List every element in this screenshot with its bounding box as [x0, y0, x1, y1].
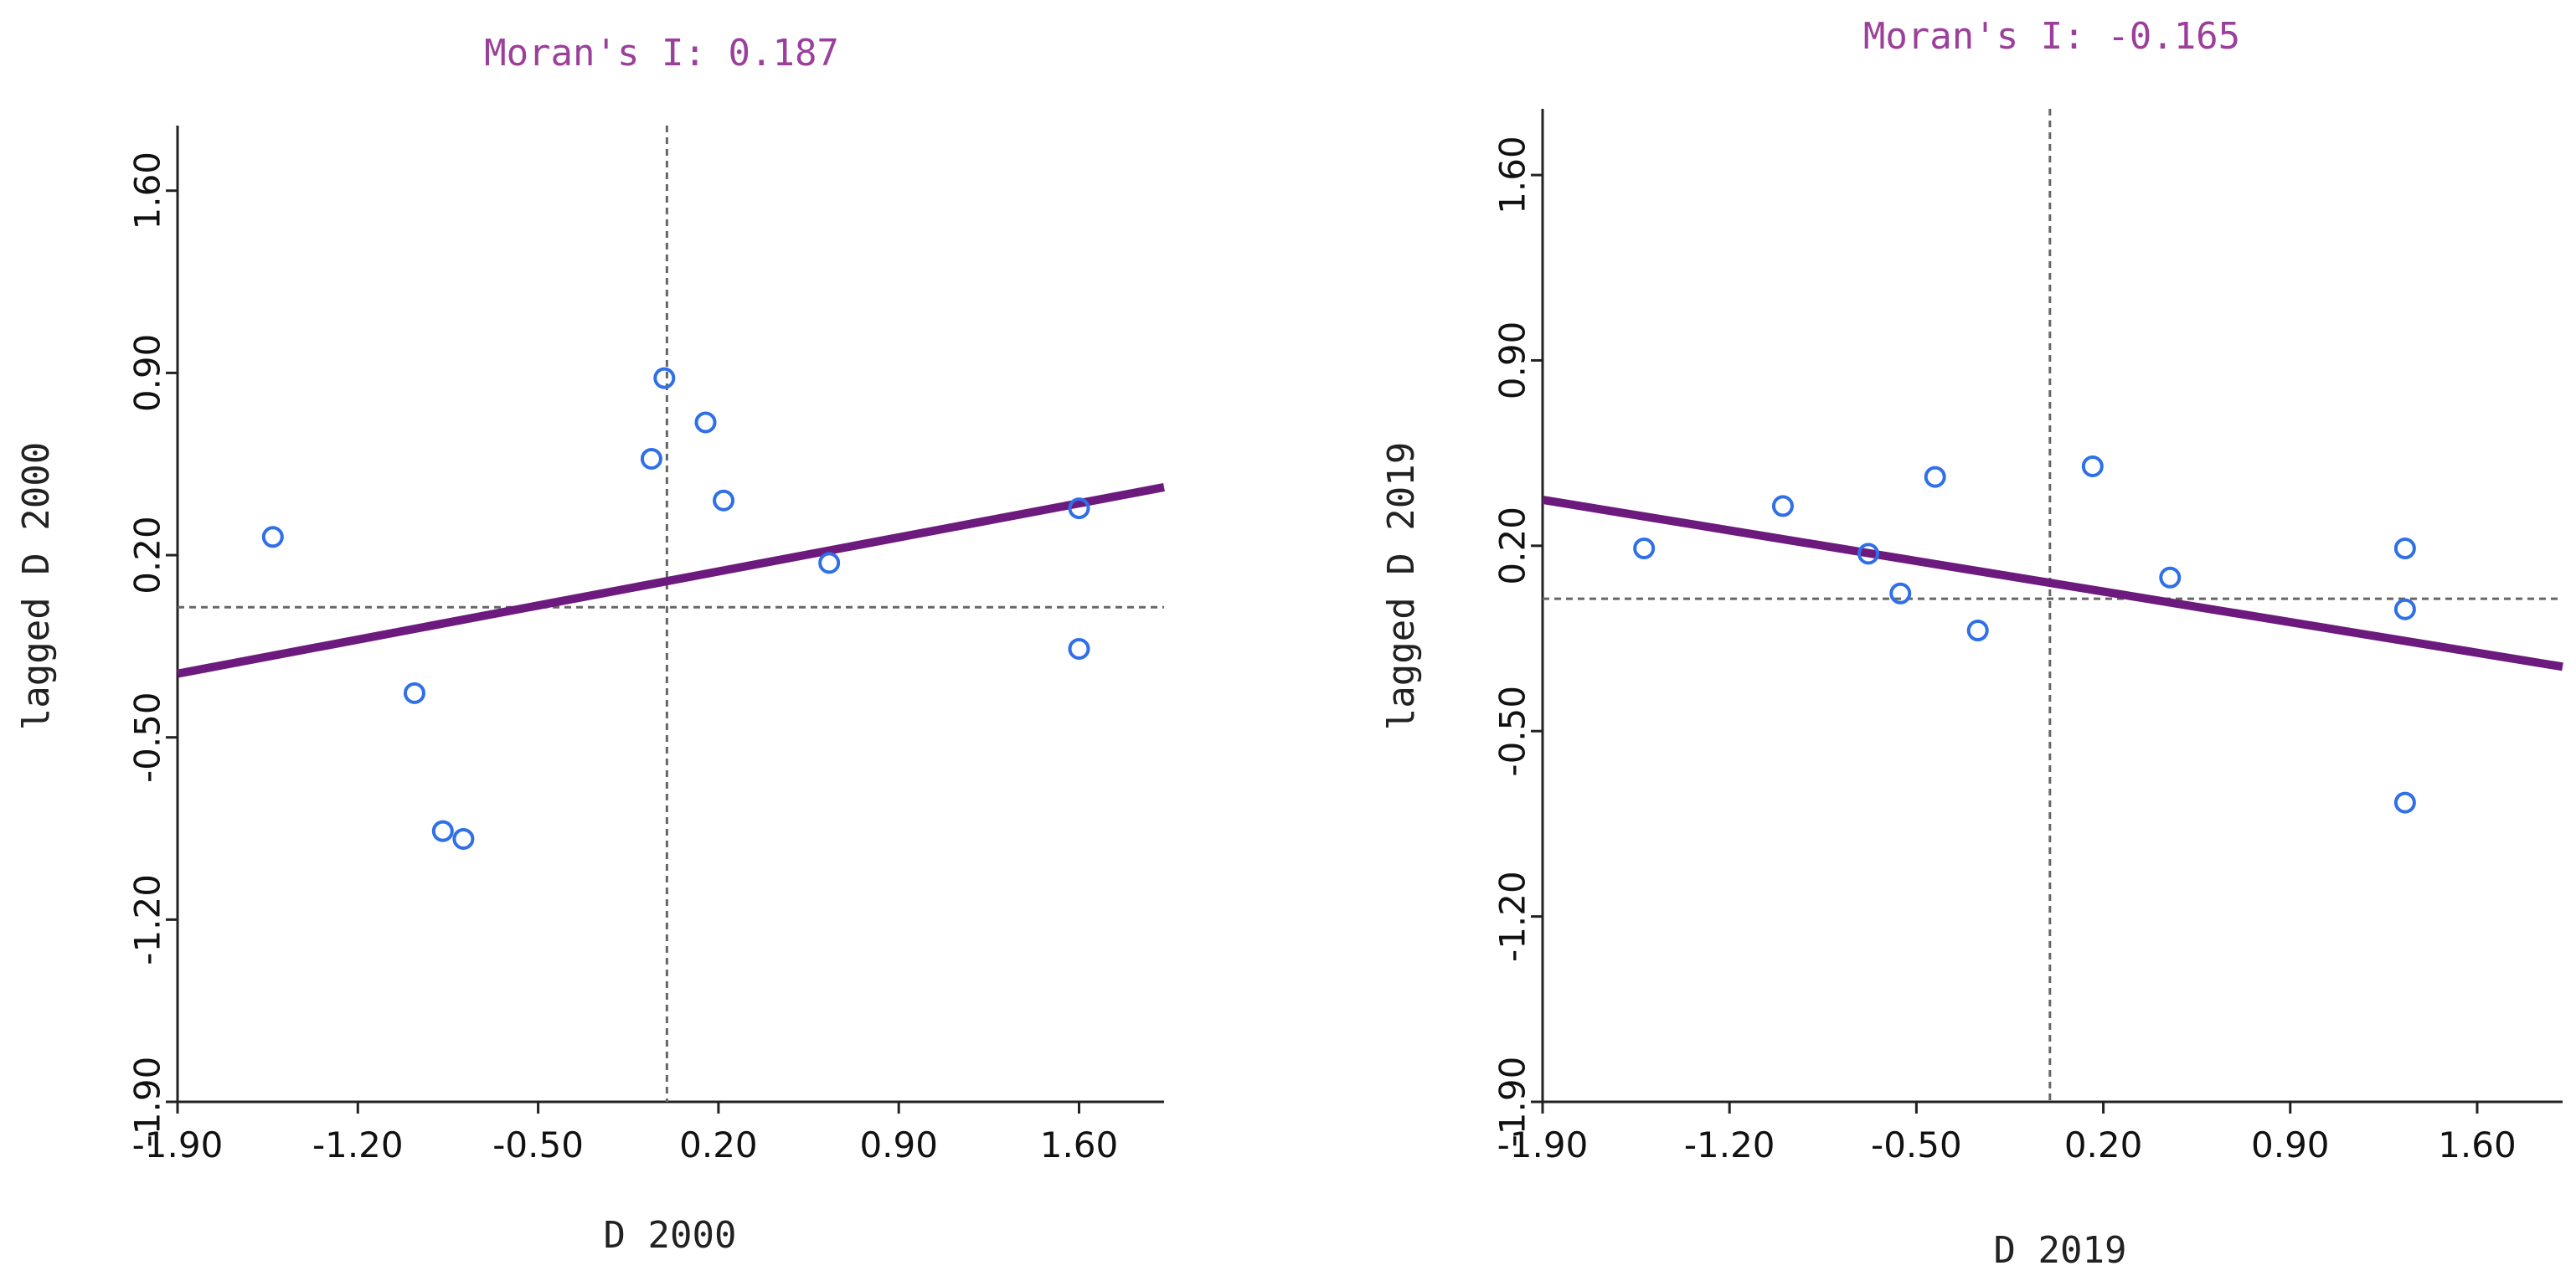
y-axis-label: lagged D 2019	[1380, 442, 1423, 730]
y-axis-label: lagged D 2000	[15, 442, 58, 730]
x-axis-label: D 2000	[604, 1214, 737, 1257]
chart-panel-1: Moran's I: 0.187 -1.90 -1.20 -0.50 0.20 0.90 1…	[15, 32, 1165, 1257]
data-point	[653, 367, 676, 389]
data-point	[1924, 466, 1946, 488]
data-point	[261, 526, 284, 548]
chart-title: Moran's I: -0.165	[1863, 15, 2240, 58]
y-tick-label: 0.20	[1492, 507, 1533, 585]
x-tick-label: -1.20	[1684, 1124, 1775, 1165]
y-tick-label: -1.20	[1492, 871, 1533, 962]
y-tick-label: -0.50	[1492, 686, 1533, 777]
x-axis-label: D 2019	[1994, 1229, 2127, 1272]
data-point	[2081, 455, 2104, 477]
data-point	[1889, 582, 1912, 605]
y-tick-label: -1.90	[127, 1057, 168, 1148]
data-point	[1068, 637, 1090, 660]
y-tick-label: 0.90	[1492, 322, 1533, 400]
data-point	[2159, 566, 2182, 589]
y-tick-label: -1.90	[1492, 1057, 1533, 1148]
data-point	[431, 820, 454, 842]
x-tick-label: -0.50	[492, 1124, 584, 1165]
chart-panel-2: Moran's I: -0.165 -1.90 -1.20 -0.50 0.20 0.90…	[1380, 15, 2563, 1272]
data-point	[2393, 791, 2416, 814]
x-tick-label: -1.90	[132, 1124, 224, 1165]
data-point	[2393, 598, 2416, 620]
y-tick-label: 1.60	[127, 152, 168, 230]
x-tick-label: 1.60	[2438, 1124, 2517, 1165]
x-tick-label: 1.60	[1040, 1124, 1119, 1165]
x-tick-label: -0.50	[1871, 1124, 1962, 1165]
x-tick-label: -1.90	[1497, 1124, 1589, 1165]
y-tick-label: -1.20	[127, 874, 168, 965]
data-point	[1068, 497, 1090, 520]
data-point	[640, 447, 662, 470]
data-point	[1771, 495, 1794, 517]
data-point	[403, 682, 425, 704]
y-tick-label: -0.50	[127, 692, 168, 783]
y-tick-label: 0.90	[127, 334, 168, 413]
x-tick-label: 0.20	[2064, 1124, 2143, 1165]
data-point	[1857, 543, 1879, 565]
data-point	[2393, 538, 2416, 560]
regression-line	[1542, 496, 2563, 671]
chart-title: Moran's I: 0.187	[484, 32, 839, 75]
x-tick-label: 0.90	[859, 1124, 938, 1165]
x-tick-label: 0.20	[679, 1124, 758, 1165]
data-point	[452, 827, 475, 850]
data-point	[1633, 538, 1656, 560]
data-point	[694, 411, 717, 434]
y-tick-label: 0.20	[127, 516, 168, 594]
regression-line	[177, 483, 1165, 678]
data-point	[818, 552, 841, 574]
data-point	[1966, 620, 1989, 642]
x-tick-label: -1.20	[312, 1124, 404, 1165]
y-tick-label: 1.60	[1492, 136, 1533, 214]
data-point	[713, 489, 735, 512]
x-tick-label: 0.90	[2251, 1124, 2330, 1165]
